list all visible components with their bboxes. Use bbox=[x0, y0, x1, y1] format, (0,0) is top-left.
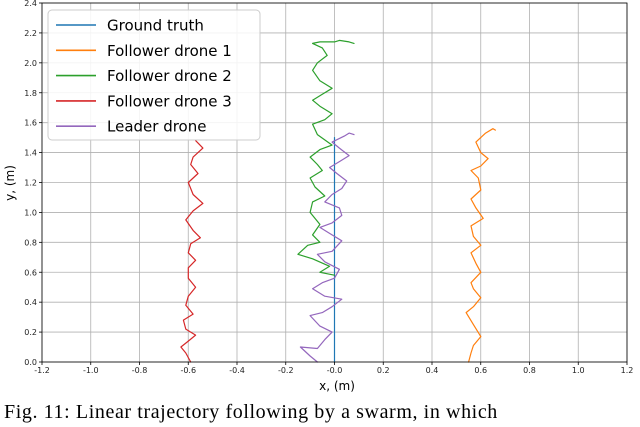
y-tick-label: 1.0 bbox=[24, 208, 37, 217]
y-tick-label: 0.2 bbox=[24, 328, 37, 337]
y-axis-ticks: 0.0 0.2 0.4 0.6 0.8 1.0 1.2 1.4 1.6 1.8 2.0 2.2 2.4 bbox=[24, 0, 42, 367]
series-line-4 bbox=[180, 140, 204, 363]
legend-label: Follower drone 1 bbox=[107, 42, 232, 60]
y-tick-label: 0.0 bbox=[24, 358, 37, 367]
x-tick-label: 0.6 bbox=[474, 366, 487, 375]
x-axis-ticks: -1.2 -1.0 -0.8 -0.6 -0.4 -0.2 -0.0 0.2 0.4 0.6 0.8… bbox=[34, 362, 633, 375]
series-lines bbox=[180, 39, 496, 363]
legend-label: Ground truth bbox=[107, 17, 204, 35]
y-tick-label: 0.6 bbox=[24, 268, 37, 277]
y-tick-label: 1.2 bbox=[24, 179, 37, 188]
y-tick-label: 2.4 bbox=[24, 0, 37, 8]
figure-caption: Fig. 11: Linear trajectory following by … bbox=[4, 401, 498, 423]
x-tick-label: -0.2 bbox=[278, 366, 294, 375]
y-tick-label: 2.2 bbox=[24, 29, 37, 38]
legend-box bbox=[47, 9, 261, 141]
x-tick-label: -1.2 bbox=[34, 366, 50, 375]
x-tick-label: -0.0 bbox=[327, 366, 343, 375]
legend-label: Leader drone bbox=[107, 118, 206, 136]
x-axis-label: x, (m) bbox=[319, 379, 355, 393]
x-tick-label: 1.2 bbox=[621, 366, 634, 375]
x-tick-label: 0.8 bbox=[523, 366, 536, 375]
x-tick-label: -0.6 bbox=[180, 366, 196, 375]
y-tick-label: 1.6 bbox=[24, 119, 37, 128]
y-axis-label: y, (m) bbox=[3, 165, 17, 201]
series-line-3 bbox=[297, 39, 355, 276]
y-tick-label: 1.8 bbox=[24, 89, 37, 98]
series-line-5 bbox=[299, 132, 355, 363]
x-tick-label: 1.0 bbox=[572, 366, 585, 375]
y-tick-label: 1.4 bbox=[24, 149, 37, 158]
legend-label: Follower drone 2 bbox=[107, 67, 232, 85]
legend-label: Follower drone 3 bbox=[107, 92, 232, 110]
x-tick-label: -0.4 bbox=[229, 366, 245, 375]
x-tick-label: 0.4 bbox=[426, 366, 439, 375]
x-tick-label: -1.0 bbox=[83, 366, 99, 375]
x-tick-label: 0.2 bbox=[377, 366, 390, 375]
y-tick-label: 0.4 bbox=[24, 298, 37, 307]
x-tick-label: -0.8 bbox=[132, 366, 148, 375]
y-tick-label: 0.8 bbox=[24, 238, 37, 247]
legend: Ground truth Follower drone 1 Follower dro… bbox=[47, 9, 261, 141]
series-line-2 bbox=[465, 128, 496, 363]
y-tick-label: 2.0 bbox=[24, 59, 37, 68]
